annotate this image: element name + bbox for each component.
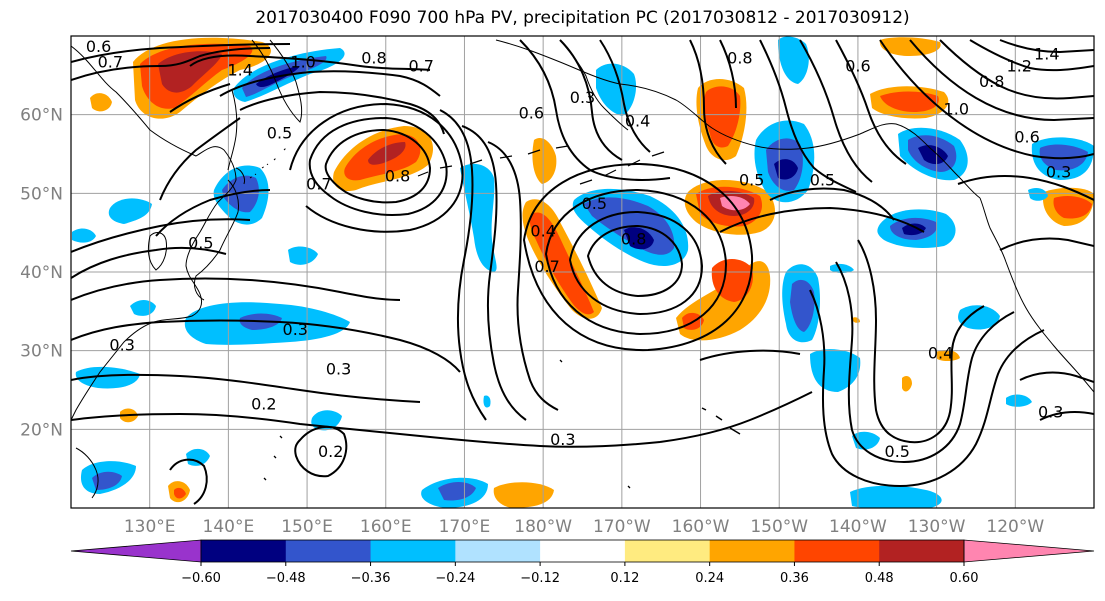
contour-label: 0.6 [86, 37, 111, 56]
contour-label: 0.8 [361, 49, 386, 68]
lon-tick-label: 150°E [281, 517, 333, 537]
contour-label: 0.5 [188, 233, 213, 252]
pv-contours [71, 39, 1094, 505]
anomaly-small-cells [421, 263, 960, 508]
latitude-labels: 60°N 50°N 40°N 30°N 20°N [20, 106, 63, 441]
contour-label: 0.3 [283, 320, 308, 339]
contour-label: 0.4 [530, 222, 555, 241]
colorbar-tick-label: −0.48 [266, 571, 306, 586]
contour-label: 1.0 [290, 53, 315, 72]
positive-anomaly-nw-pacific [133, 37, 271, 119]
contour-label: 0.7 [408, 56, 433, 75]
contour-label: 0.6 [1014, 127, 1039, 146]
lon-tick-label: 140°E [203, 517, 255, 537]
colorbar-segment [879, 540, 965, 562]
colorbar-tick-label: −0.24 [435, 571, 475, 586]
positive-anomaly-sea-of-okhotsk [333, 126, 434, 192]
contour-label: 0.2 [318, 442, 343, 461]
lon-tick-label: 170°E [439, 517, 491, 537]
lat-tick-label: 60°N [20, 106, 63, 126]
contour-label: 0.4 [928, 344, 953, 363]
colorbar-tick-label: 0.12 [610, 571, 639, 586]
precipitation-shading [72, 36, 1094, 508]
negative-anomaly-korea [72, 198, 152, 243]
colorbar-segment [455, 540, 541, 562]
contour-label: 0.3 [1038, 403, 1063, 422]
contour-label: 0.3 [1046, 163, 1071, 182]
lon-tick-label: 160°E [360, 517, 412, 537]
colorbar-segment [709, 540, 795, 562]
contour-label: 0.6 [519, 104, 544, 123]
colorbar-tick-label: 0.60 [950, 571, 979, 586]
contour-label: 0.8 [621, 230, 646, 249]
lon-tick-label: 140°W [829, 517, 887, 537]
colorbar-segment [624, 540, 711, 562]
contour-label: 0.3 [550, 430, 575, 449]
contour-label: 0.8 [979, 72, 1004, 91]
colorbar-outline [200, 539, 965, 563]
contour-label: 1.0 [944, 100, 969, 119]
lon-tick-label: 160°W [672, 517, 730, 537]
negative-anomaly-north-pacific-center [460, 63, 689, 272]
negative-anomaly-gulf-of-alaska [754, 36, 861, 392]
contour-label: 0.5 [267, 123, 292, 142]
positive-anomaly-small-nw [90, 93, 112, 112]
lat-tick-label: 30°N [20, 342, 63, 362]
contour-label: 1.4 [1034, 45, 1059, 64]
figure-title: 2017030400 F090 700 hPa PV, precipitatio… [255, 8, 910, 28]
contour-label: 1.4 [227, 60, 252, 79]
positive-anomaly-gulf-of-alaska-west [684, 79, 775, 235]
lat-tick-label: 50°N [20, 184, 63, 204]
lon-tick-label: 130°E [124, 517, 176, 537]
map-panel: 0.60.7 1.4 1.0 0.8 0.70.50.7 0.80.50.30.30.30… [70, 35, 1095, 509]
colorbar-tick-label: 0.48 [865, 571, 894, 586]
colorbar-extend-high [963, 539, 1095, 563]
contour-label: 0.7 [534, 257, 559, 276]
colorbar-extend-low [70, 539, 202, 563]
contour-labels: 0.60.7 1.4 1.0 0.8 0.70.50.7 0.80.50.30.30.30… [86, 37, 1071, 461]
lat-tick-label: 40°N [20, 263, 63, 283]
contour-label: 0.5 [582, 194, 607, 213]
lon-tick-label: 180°W [514, 517, 572, 537]
colorbar-tick-label: −0.12 [520, 571, 560, 586]
contour-label: 0.8 [385, 167, 410, 186]
contour-label: 0.2 [251, 395, 276, 414]
colorbar: −0.60 −0.48 −0.36 −0.24 −0.12 0.12 0.24 0.36 0.4… [70, 539, 1095, 586]
map-frame [70, 35, 1095, 509]
contour-label: 0.3 [570, 88, 595, 107]
longitude-labels: 130°E 140°E 150°E 160°E 170°E 180°W 170°W 160°W… [124, 517, 1045, 537]
contour-label: 0.6 [845, 56, 870, 75]
contour-label: 0.8 [727, 49, 752, 68]
colorbar-segment [540, 540, 626, 562]
negative-anomaly-japan [213, 165, 269, 225]
lat-tick-label: 20°N [20, 420, 63, 440]
contour-label: 0.7 [98, 53, 123, 72]
colorbar-segment [370, 540, 456, 562]
lon-tick-label: 170°W [593, 517, 651, 537]
contour-label: 0.7 [306, 174, 331, 193]
contour-label: 0.3 [326, 359, 351, 378]
lon-tick-label: 120°W [986, 517, 1044, 537]
colorbar-tick-label: 0.24 [695, 571, 724, 586]
colorbar-tick-label: −0.60 [181, 571, 221, 586]
contour-label: 0.5 [810, 171, 835, 190]
positive-anomaly-central-pacific-south [676, 259, 771, 341]
contour-label: 0.5 [885, 442, 910, 461]
negative-anomaly-south-china-sea [75, 366, 342, 503]
contour-label: 0.3 [109, 336, 134, 355]
colorbar-segment [794, 540, 880, 562]
lon-tick-label: 150°W [750, 517, 808, 537]
contour-label: 0.5 [739, 171, 764, 190]
lon-tick-label: 130°W [908, 517, 966, 537]
colorbar-tick-label: −0.36 [351, 571, 391, 586]
colorbar-segment [285, 540, 372, 562]
colorbar-segment [201, 540, 287, 562]
contour-label: 1.2 [1007, 56, 1032, 75]
contour-label: 0.4 [625, 112, 650, 131]
colorbar-tick-label: 0.36 [780, 571, 809, 586]
